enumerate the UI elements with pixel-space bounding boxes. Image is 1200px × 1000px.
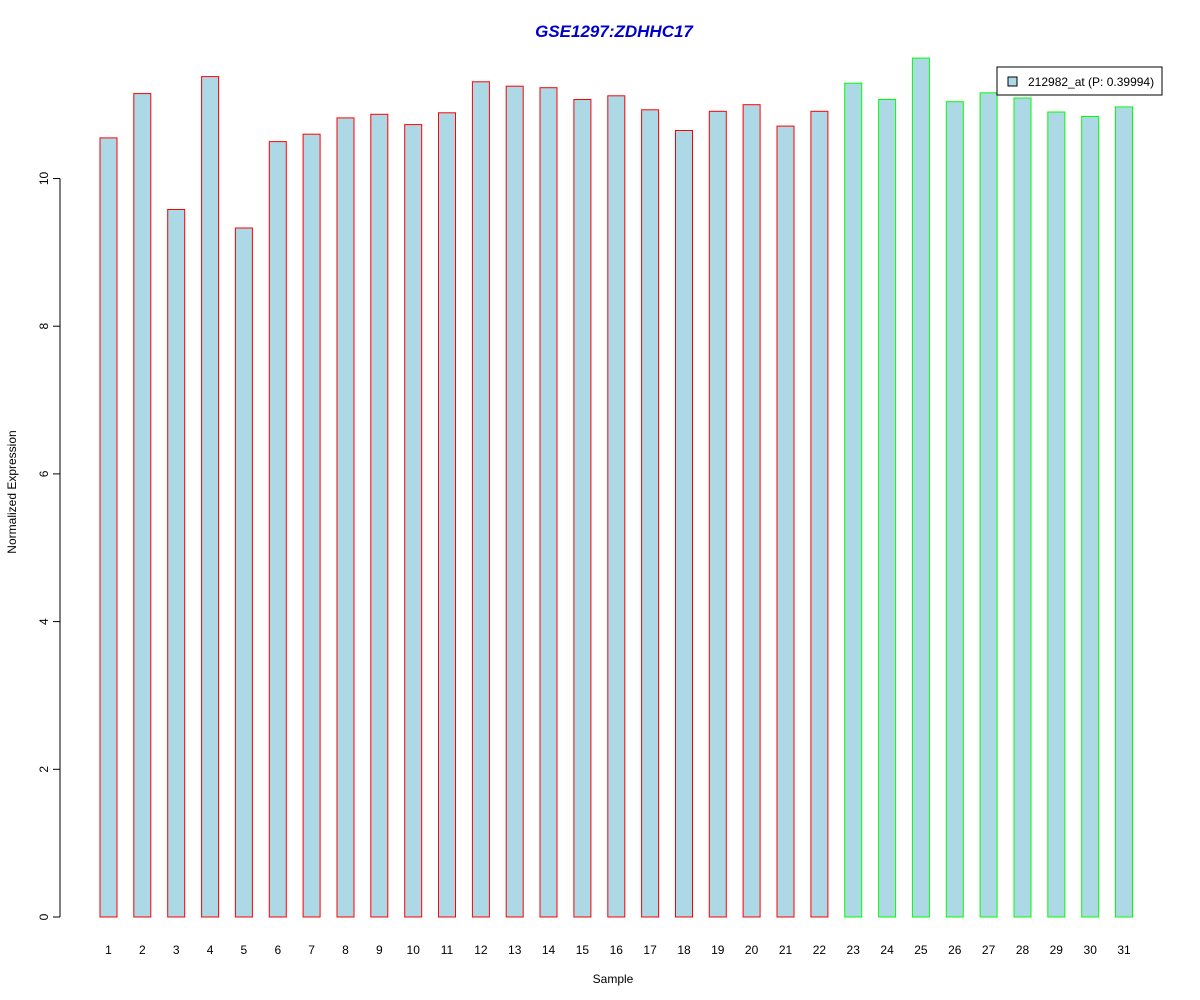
x-tick-label: 29 [1050,943,1064,957]
bar-sample-17 [641,109,660,918]
x-tick-label: 4 [207,943,214,957]
bar-sample-19 [708,110,727,918]
x-tick-label: 7 [308,943,315,957]
x-tick-label: 14 [542,943,556,957]
x-tick-label: 18 [677,943,691,957]
x-tick-label: 8 [342,943,349,957]
bar-sample-22 [810,110,829,918]
x-tick-label: 25 [914,943,928,957]
bar-sample-18 [675,130,693,918]
bar-sample-25 [911,57,930,918]
bar-sample-6 [268,141,287,918]
x-tick-label: 26 [948,943,962,957]
x-tick-label: 24 [880,943,894,957]
legend-entry-label: 212982_at (P: 0.39994) [1028,75,1154,89]
bar-sample-1 [99,137,118,918]
x-tick-label: 31 [1117,943,1131,957]
bar-sample-2 [133,93,152,918]
bar-sample-23 [844,82,863,918]
x-tick-label: 23 [847,943,861,957]
x-tick-label: 16 [610,943,624,957]
x-axis: 1 2 3 4 5 6 7 8 9 10 11 12 13 14 15 16 17 18 19 20 21 22 23 24 2… [105,943,1131,957]
x-tick-label: 12 [474,943,488,957]
bar-sample-14 [539,87,558,918]
bar-sample-27 [979,92,998,918]
y-tick-label: 2 [37,766,51,773]
x-tick-label: 3 [173,943,180,957]
bar-sample-10 [404,124,423,918]
bar-sample-5 [234,227,253,918]
bar-sample-4 [201,76,220,918]
y-tick-label: 8 [37,323,51,330]
bar-sample-8 [336,117,355,918]
y-axis-label: Normalized Expression [5,430,19,553]
x-tick-label: 22 [813,943,827,957]
x-tick-label: 28 [1016,943,1030,957]
x-axis-label: Sample [593,972,634,986]
x-tick-label: 10 [407,943,421,957]
x-tick-label: 27 [982,943,996,957]
bar-sample-30 [1081,116,1100,918]
x-tick-label: 6 [274,943,281,957]
y-tick-label: 0 [37,913,51,920]
bar-sample-9 [370,113,389,918]
bar-sample-16 [607,95,626,918]
chart-title: GSE1297:ZDHHC17 [535,22,694,41]
x-tick-label: 2 [139,943,146,957]
bar-sample-21 [776,125,795,918]
y-tick-label: 10 [37,172,51,186]
bar-sample-24 [878,99,897,918]
bar-sample-20 [742,104,761,918]
bar-sample-28 [1013,97,1032,918]
y-tick-label: 4 [37,618,51,625]
bar-sample-12 [471,81,490,918]
x-tick-label: 1 [105,943,112,957]
legend-swatch [1007,76,1018,87]
bars-layer [99,57,1133,918]
x-tick-label: 30 [1084,943,1098,957]
bar-sample-7 [302,133,321,918]
bar-sample-29 [1047,111,1066,918]
bar-sample-15 [573,99,592,918]
y-tick-label: 6 [37,470,51,477]
x-tick-label: 9 [376,943,383,957]
x-tick-label: 21 [779,943,793,957]
x-tick-label: 19 [711,943,725,957]
bar-sample-3 [167,209,186,918]
bar-sample-26 [945,101,964,918]
x-tick-label: 13 [508,943,522,957]
x-tick-label: 15 [576,943,590,957]
y-axis: 0 2 4 6 8 10 [37,172,61,920]
bar-sample-11 [438,112,456,918]
x-tick-label: 5 [241,943,248,957]
x-tick-label: 17 [643,943,657,957]
legend: 212982_at (P: 0.39994) [996,66,1163,96]
bar-sample-31 [1115,106,1133,918]
legend-box [996,66,1163,96]
bar-sample-13 [505,85,524,918]
x-tick-label: 20 [745,943,759,957]
x-tick-label: 11 [441,943,454,957]
